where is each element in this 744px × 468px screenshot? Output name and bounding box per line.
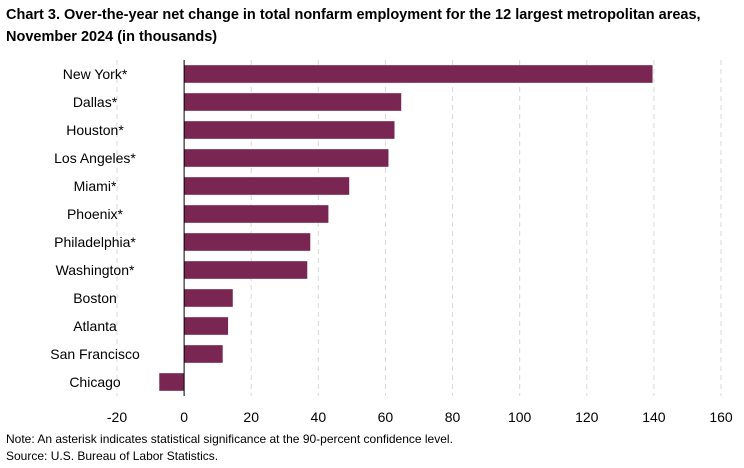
footnote: Note: An asterisk indicates statistical … <box>6 432 453 446</box>
category-label: Washington* <box>56 262 135 278</box>
x-tick-labels: -20 0 20 40 60 80 100 120 140 160 <box>107 409 733 425</box>
bar <box>184 233 311 251</box>
category-label: Miami* <box>74 178 117 194</box>
bar <box>184 261 308 279</box>
bar <box>184 65 653 83</box>
x-tick-label: 60 <box>378 409 394 425</box>
bar <box>184 177 350 195</box>
category-label: Houston* <box>66 122 124 138</box>
category-label: New York* <box>63 66 128 82</box>
chart-title: Chart 3. Over-the-year net change in tot… <box>6 7 701 45</box>
bar <box>184 345 223 363</box>
bar <box>184 121 395 139</box>
x-tick-label: 120 <box>575 409 599 425</box>
bar <box>184 205 329 223</box>
x-tick-label: -20 <box>107 409 127 425</box>
category-label: Philadelphia* <box>54 234 136 250</box>
x-tick-label: 0 <box>180 409 188 425</box>
bar <box>184 317 229 335</box>
x-tick-label: 40 <box>311 409 327 425</box>
bars <box>159 65 653 391</box>
category-label: Dallas* <box>73 94 118 110</box>
category-labels: New York* Dallas* Houston* Los Angeles* Miam… <box>50 66 140 390</box>
category-label: Boston <box>73 290 117 306</box>
bar <box>184 93 402 111</box>
source-note: Source: U.S. Bureau of Labor Statistics. <box>6 449 219 463</box>
x-tick-label: 20 <box>243 409 259 425</box>
x-tick-label: 100 <box>508 409 532 425</box>
gridlines <box>116 60 722 396</box>
category-label: San Francisco <box>50 346 140 362</box>
bar <box>184 149 389 167</box>
category-label: Los Angeles* <box>54 150 136 166</box>
bar <box>184 289 233 307</box>
category-label: Phoenix* <box>67 206 124 222</box>
x-tick-label: 160 <box>709 409 733 425</box>
category-label: Chicago <box>69 374 121 390</box>
x-tick-label: 80 <box>445 409 461 425</box>
x-tick-label: 140 <box>642 409 666 425</box>
category-label: Atlanta <box>73 318 117 334</box>
bar <box>159 373 185 391</box>
